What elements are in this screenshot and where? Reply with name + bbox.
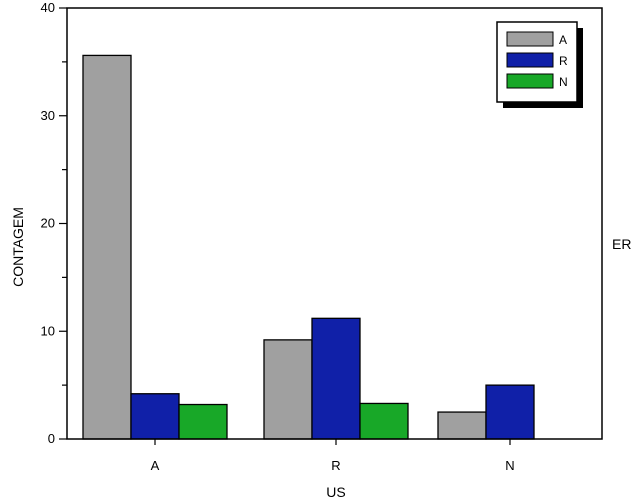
legend-label-a: A (559, 33, 567, 47)
legend-label-r: R (559, 54, 568, 68)
y-tick-label: 20 (41, 216, 55, 231)
y-tick-label: 10 (41, 323, 55, 338)
legend-label-n: N (559, 75, 568, 89)
x-tick-label: A (151, 458, 160, 473)
x-axis-title: US (326, 484, 345, 500)
y-tick-label: 0 (48, 431, 55, 446)
bar-a-n (178, 403, 228, 440)
bar-n-a (437, 411, 487, 440)
bar-r-a (263, 339, 313, 440)
y-tick-label: 40 (41, 0, 55, 15)
y-axis: 0 10 20 30 40 (41, 0, 67, 446)
legend-swatch-a (506, 31, 554, 47)
y-axis-title: CONTAGEM (10, 207, 26, 287)
bars-group (82, 54, 535, 440)
bar-a-a (82, 54, 132, 440)
x-tick-label: N (505, 458, 514, 473)
bar-a-r (130, 393, 180, 440)
y-tick-label: 30 (41, 108, 55, 123)
legend-swatch-n (506, 73, 554, 89)
legend-swatch-r (506, 52, 554, 68)
bar-r-n (359, 402, 409, 440)
legend-title: ER (612, 236, 631, 252)
bar-n-r (485, 384, 535, 440)
legend: ARN (496, 21, 583, 108)
bar-r-r (311, 317, 361, 440)
x-tick-label: R (331, 458, 340, 473)
